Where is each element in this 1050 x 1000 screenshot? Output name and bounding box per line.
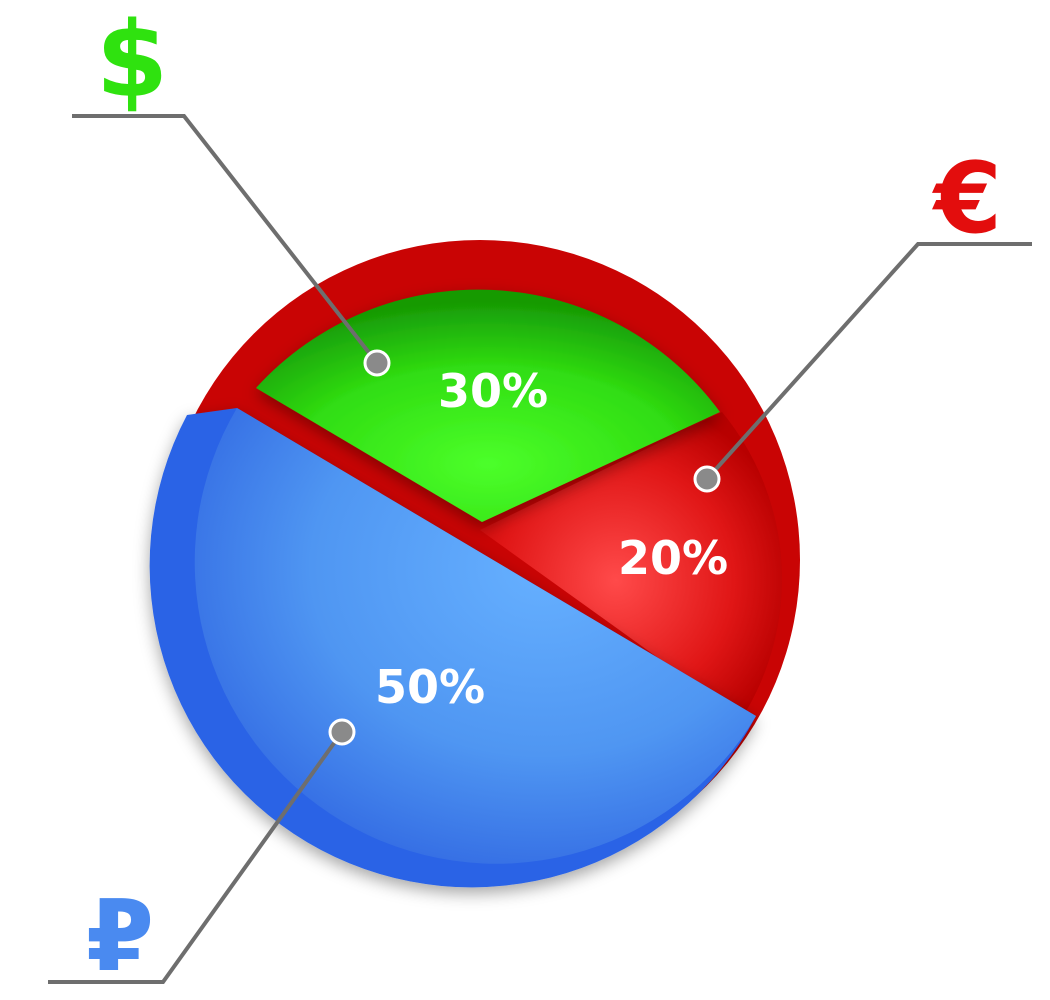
category-label-eur: € xyxy=(932,142,1002,256)
value-label-eur: 20% xyxy=(618,531,728,585)
category-label-rub: ₽ xyxy=(86,880,154,994)
leader-dot-rub xyxy=(328,718,356,746)
pie-slice-usd xyxy=(256,289,720,522)
value-label-usd: 30% xyxy=(438,364,548,418)
pie-slice-rub-face xyxy=(194,408,756,864)
leader-dot-usd xyxy=(363,349,391,377)
value-label-rub: 50% xyxy=(375,660,485,714)
category-label-usd: $ xyxy=(96,0,168,121)
leader-line-rub xyxy=(48,730,344,984)
leader-line-eur xyxy=(705,242,1032,481)
leader-line-usd xyxy=(72,114,379,365)
leader-dot-eur xyxy=(693,465,721,493)
